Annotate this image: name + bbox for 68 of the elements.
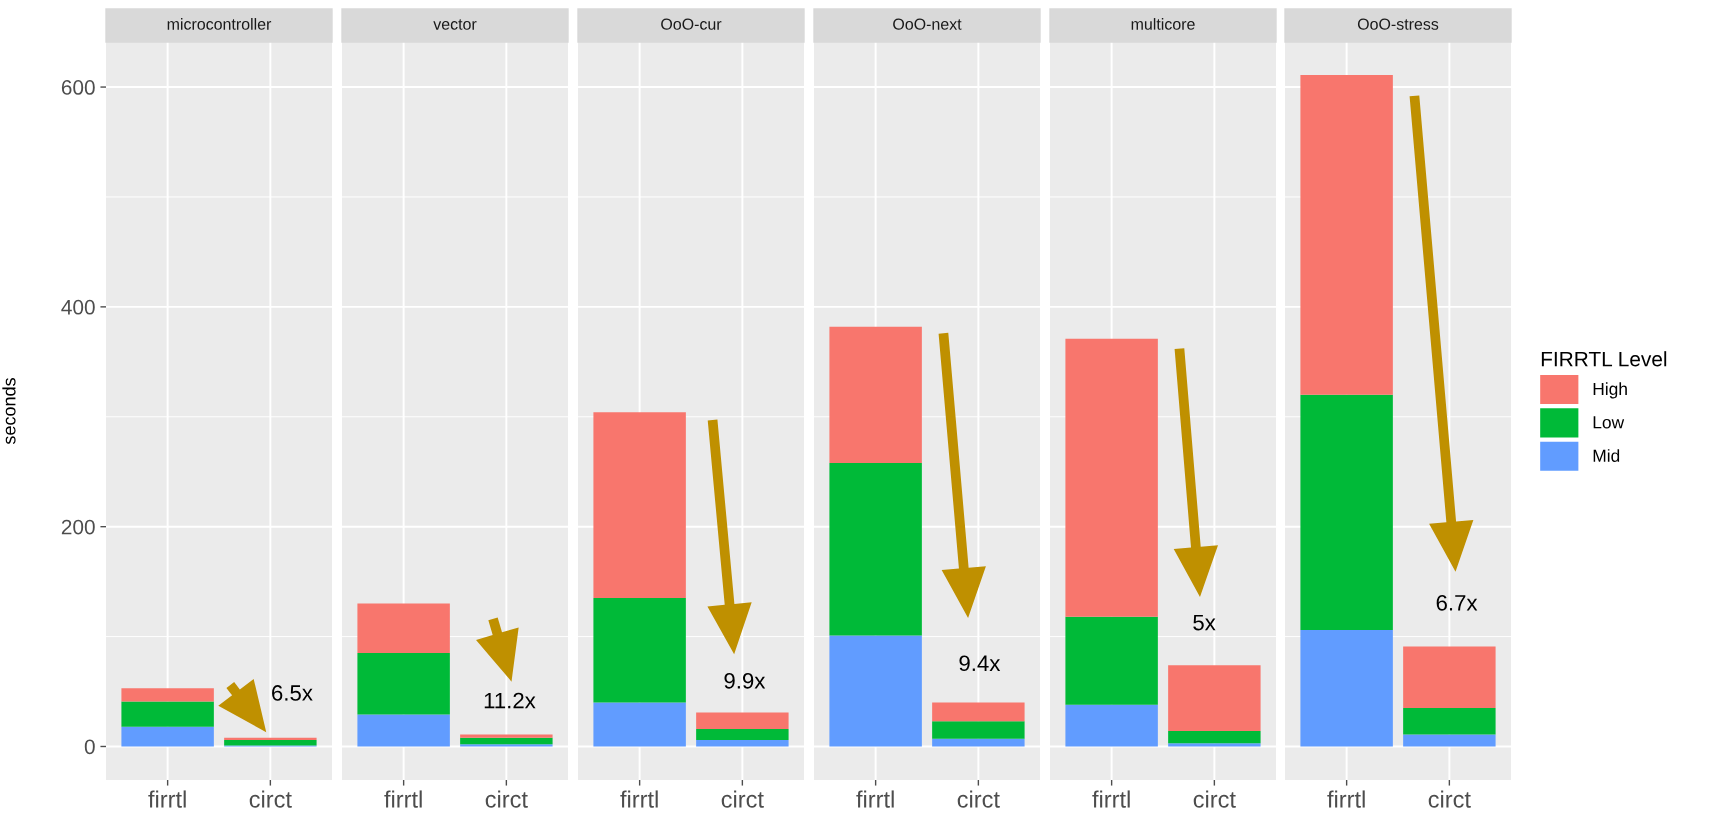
bar <box>1403 734 1496 747</box>
bar <box>932 721 1025 739</box>
bar <box>357 603 450 654</box>
bar <box>829 462 922 636</box>
legend-label: Mid <box>1593 449 1620 462</box>
chart-title: OoO-stress <box>1357 18 1439 30</box>
x-tick-label: circt <box>957 790 1000 808</box>
bar <box>1403 646 1496 709</box>
y-axis-title: seconds <box>2 378 16 445</box>
chart-title: microcontroller <box>167 18 272 30</box>
y-tick-label: 400 <box>61 299 95 315</box>
bar <box>1403 708 1496 735</box>
legend-title: FIRRTL Level <box>1541 351 1667 367</box>
annotation: 9.4x <box>959 655 1001 672</box>
chart-title: OoO-cur <box>661 18 722 30</box>
chart-title: multicore <box>1131 18 1195 30</box>
bar <box>460 737 553 745</box>
annotation: 5x <box>1193 614 1216 631</box>
x-tick-label: firrtl <box>620 790 658 808</box>
bar <box>224 737 317 740</box>
bar <box>357 714 450 747</box>
x-tick-label: circt <box>485 790 528 808</box>
bar <box>224 739 317 746</box>
x-tick-label: circt <box>1428 790 1471 808</box>
bar <box>121 726 214 747</box>
bar <box>1300 74 1393 395</box>
x-tick-label: circt <box>249 790 292 808</box>
legend-label: High <box>1593 382 1627 399</box>
chart-title: OoO-next <box>893 18 962 30</box>
bar <box>696 712 789 729</box>
bar <box>932 702 1025 722</box>
bar <box>121 688 214 702</box>
bar <box>593 598 686 703</box>
bar <box>357 653 450 715</box>
annotation: 6.7x <box>1436 594 1478 611</box>
annotation: 9.9x <box>724 672 766 689</box>
bar <box>932 738 1025 747</box>
x-tick-label: firrtl <box>1092 790 1130 808</box>
bar <box>1300 394 1393 630</box>
bar <box>1168 731 1261 744</box>
chart-title: vector <box>433 19 477 30</box>
annotation: 6.5x <box>272 685 313 701</box>
bar <box>696 728 789 740</box>
y-tick-label: 600 <box>61 80 95 95</box>
legend-label: Low <box>1593 416 1625 429</box>
bar <box>460 734 553 738</box>
bar <box>1168 665 1261 732</box>
x-tick-label: circt <box>721 790 764 808</box>
bar <box>121 701 214 727</box>
bar <box>593 412 686 599</box>
x-tick-label: firrtl <box>384 790 422 808</box>
bar <box>1168 743 1261 747</box>
annotation: 11.2x <box>484 692 536 709</box>
x-tick-label: firrtl <box>1327 790 1365 808</box>
bar <box>593 702 686 747</box>
x-tick-label: firrtl <box>856 790 894 808</box>
y-tick-label: 0 <box>84 739 95 755</box>
bar <box>696 739 789 747</box>
bar <box>1300 629 1393 747</box>
bar <box>1065 616 1158 705</box>
bar <box>460 744 553 747</box>
bar <box>829 326 922 463</box>
bar <box>829 635 922 747</box>
bar <box>1065 338 1158 617</box>
bar <box>1065 704 1158 747</box>
x-tick-label: circt <box>1193 790 1236 808</box>
x-tick-label: firrtl <box>148 790 186 808</box>
y-tick-label: 200 <box>61 519 95 535</box>
